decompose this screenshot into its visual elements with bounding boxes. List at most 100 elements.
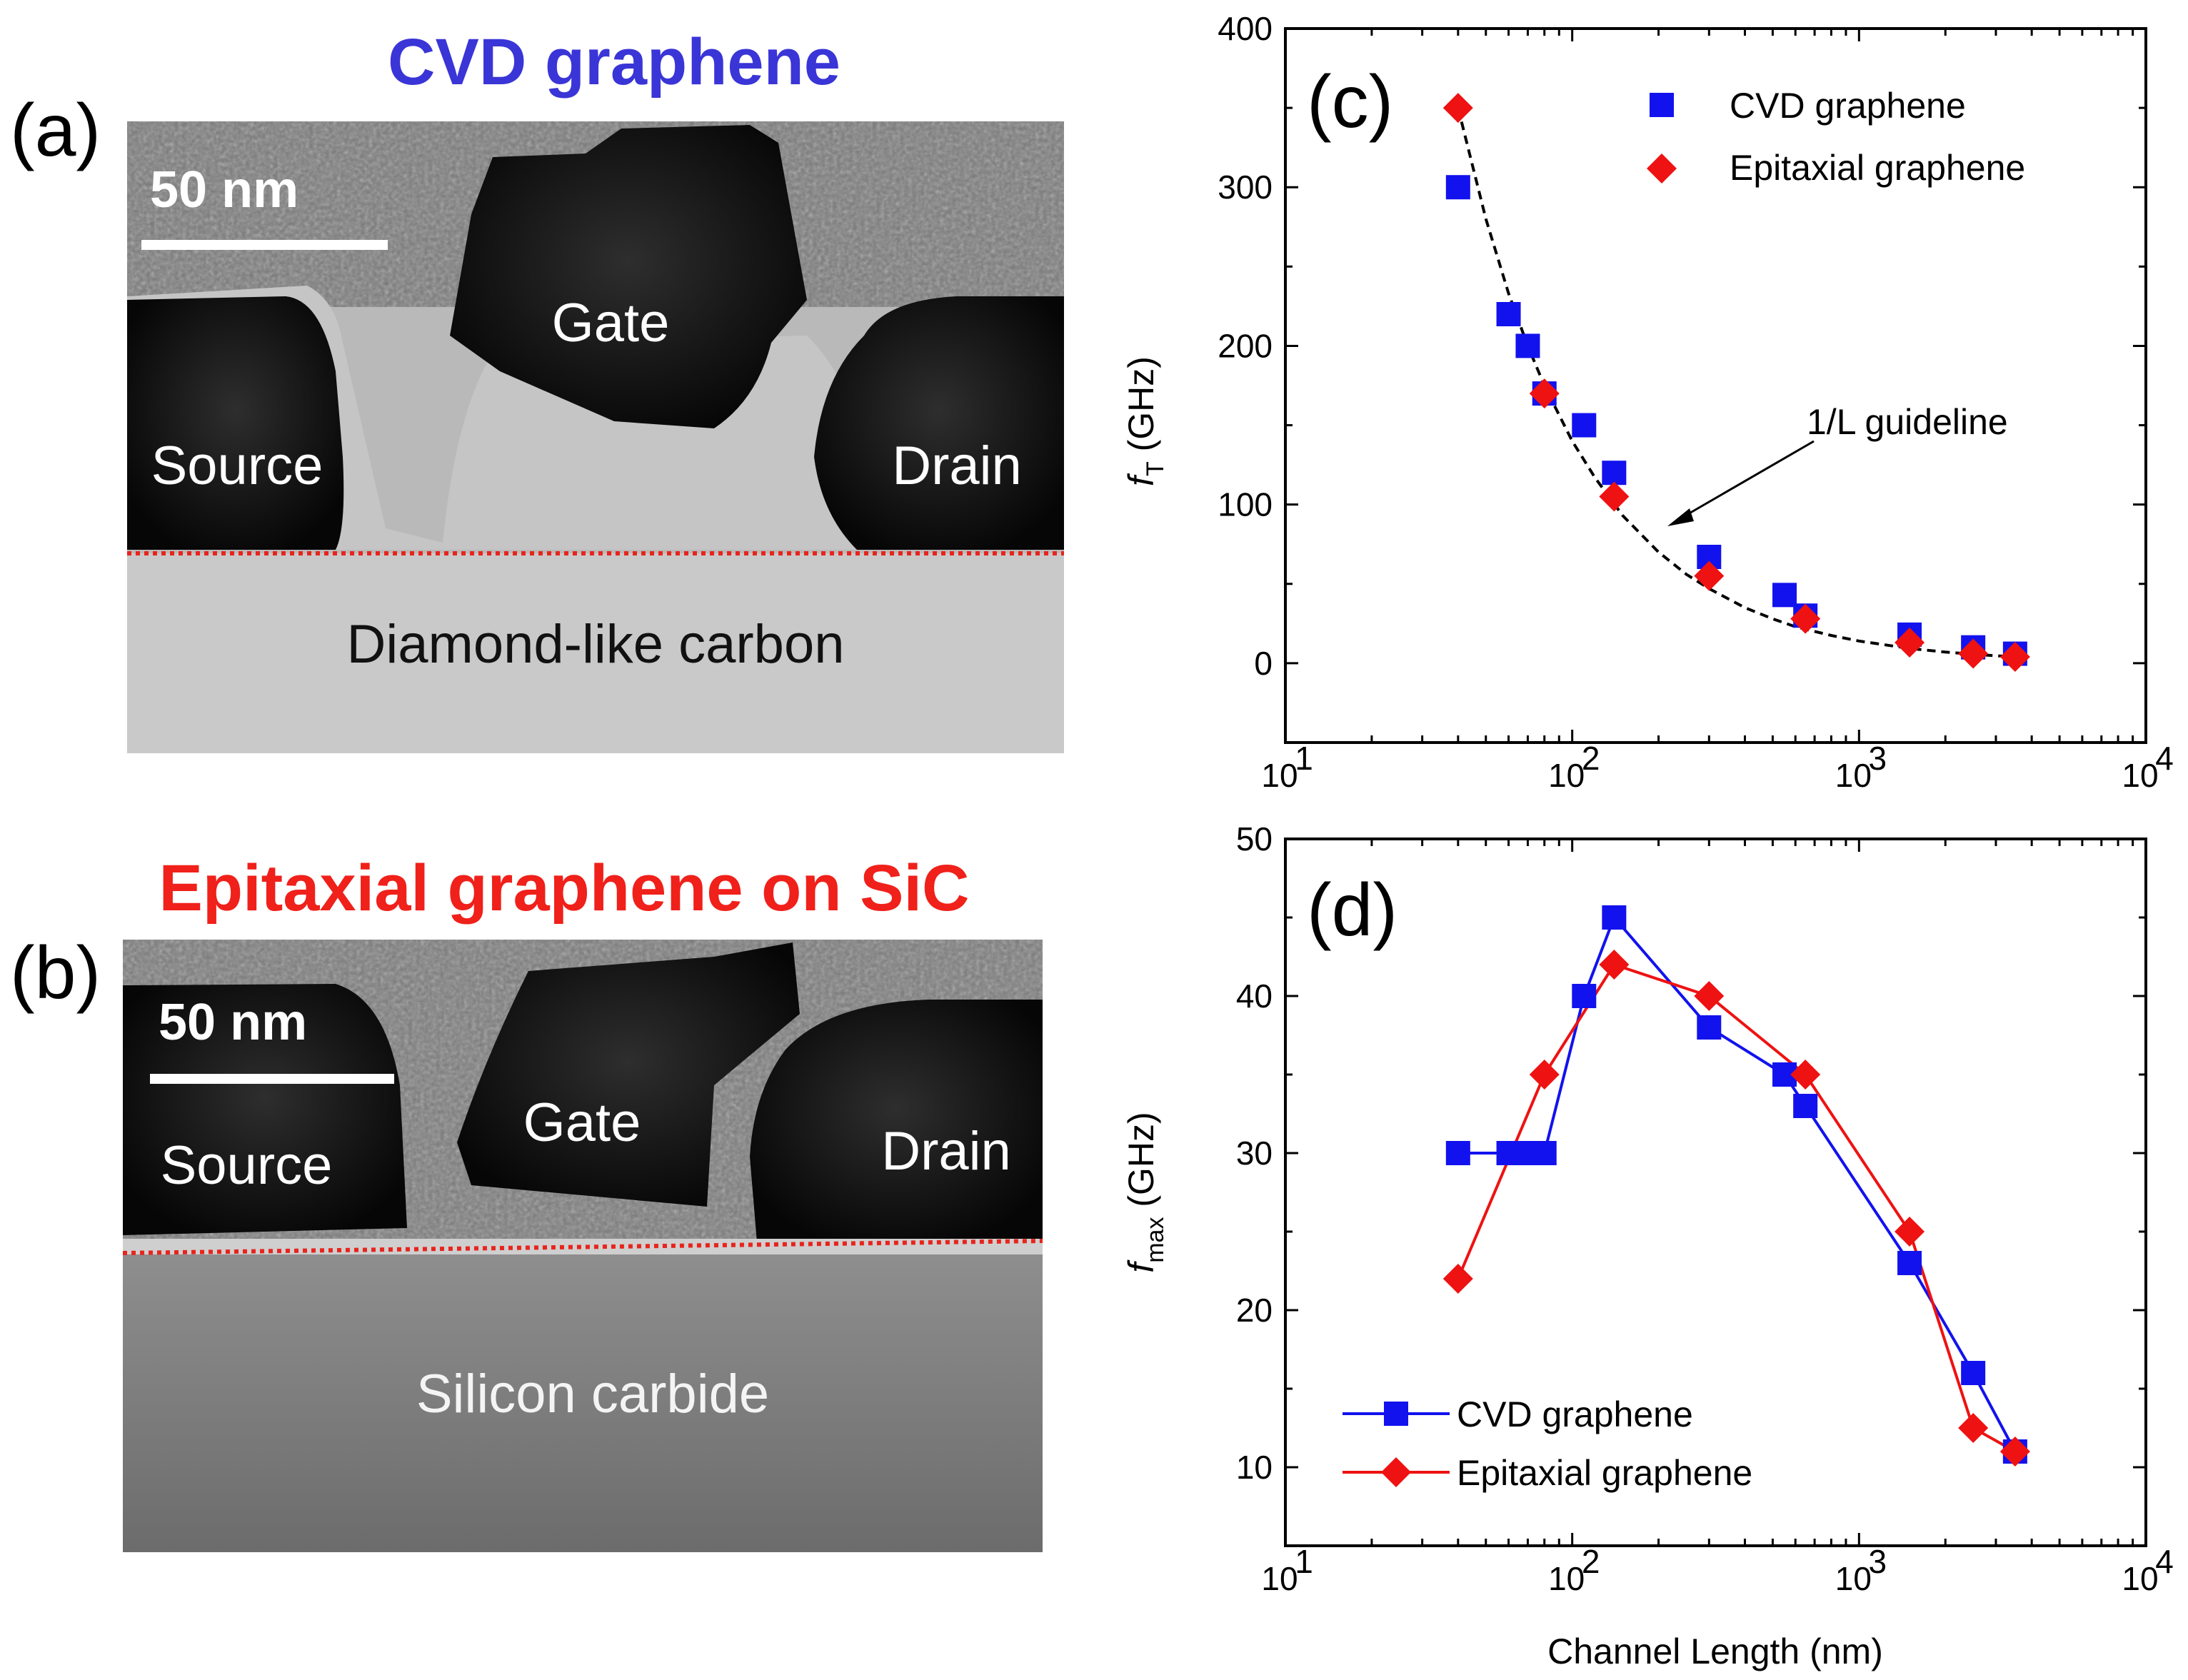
chart-d-point-cvd — [1897, 1251, 1922, 1275]
tem-b-drain-metal — [750, 1000, 1043, 1242]
chart-c-xtick-label: 10 — [1835, 757, 1872, 794]
legend-d-cvd-label: CVD graphene — [1457, 1394, 1693, 1434]
chart-d-point-cvd — [1697, 1015, 1722, 1040]
tem-a-scale-label: 50 nm — [150, 161, 298, 218]
chart-c-xtick-label: 10 — [1548, 757, 1585, 794]
panel-b: (b) Epitaxial graphene on SiC 50 nm Gate… — [10, 852, 1043, 1552]
chart-c-xtick-exponent: 3 — [1869, 740, 1887, 777]
panel-a-letter: (a) — [10, 89, 101, 172]
chart-c-point-cvd — [1572, 413, 1597, 438]
chart-c-annotation-text: 1/L guideline — [1807, 402, 2008, 442]
panel-b-title: Epitaxial graphene on SiC — [159, 852, 970, 925]
panel-a-title: CVD graphene — [388, 26, 840, 99]
chart-c-letter: (c) — [1307, 61, 1393, 144]
chart-c-point-epi — [1999, 642, 2030, 672]
tem-a-gate-metal — [450, 125, 807, 428]
tem-a-drain-metal — [814, 296, 1064, 550]
tem-b-scale-label: 50 nm — [159, 994, 307, 1051]
chart-d-xtick-exponent: 1 — [1295, 1543, 1313, 1580]
chart-d-point-epi — [1599, 950, 1630, 980]
chart-d-ytick-label: 40 — [1236, 977, 1273, 1015]
chart-d-point-cvd — [1602, 905, 1627, 930]
chart-c-point-cvd — [1496, 302, 1521, 326]
chart-c-marks — [1442, 93, 2030, 672]
chart-c-point-epi — [1790, 603, 1821, 634]
chart-d-line-cvd — [1457, 915, 2017, 1452]
chart-c-xtick-exponent: 1 — [1295, 740, 1313, 777]
chart-d-point-epi — [1694, 981, 1725, 1011]
chart-c-annotation-arrowhead — [1667, 508, 1694, 526]
chart-d-ylabel-sub: max — [1142, 1217, 1169, 1263]
chart-d-ytick-label: 30 — [1236, 1135, 1273, 1172]
legend-c-cvd-label: CVD graphene — [1730, 86, 1966, 126]
chart-d-letter: (d) — [1307, 869, 1397, 952]
legend-d-epi-label: Epitaxial graphene — [1457, 1453, 1752, 1493]
chart-d-point-epi — [1958, 1413, 1989, 1443]
tem-b-gate-label: Gate — [523, 1092, 641, 1153]
tem-b-gate-metal — [457, 942, 800, 1207]
chart-c-xtick-exponent: 4 — [2155, 740, 2174, 777]
tem-b-substrate-label: Silicon carbide — [416, 1364, 769, 1424]
tem-b-interface-line — [122, 1239, 1043, 1255]
chart-c-annotation: 1/L guideline — [1667, 402, 2008, 526]
chart-d-frame — [1284, 838, 2147, 1547]
chart-c-xtick-label: 10 — [2122, 757, 2158, 794]
chart-d-point-cvd — [1445, 1141, 1470, 1165]
legend-d-epi-marker — [1381, 1457, 1411, 1487]
panel-a: (a) CVD graphene 50 nm Gate Source Drain… — [10, 26, 1064, 753]
tem-a-substrate — [127, 553, 1064, 753]
chart-d-ytick-label: 10 — [1236, 1449, 1273, 1486]
chart-c-ytick-label: 300 — [1218, 168, 1273, 206]
panel-b-letter: (b) — [10, 932, 101, 1015]
chart-d-ylabel-unit: (GHz) — [1121, 1112, 1161, 1217]
legend-c-epi-marker — [1647, 154, 1677, 183]
chart-c-frame — [1284, 27, 2147, 744]
chart-c-ylabel: fT (GHz) — [1121, 356, 1169, 486]
chart-d-point-epi — [1999, 1437, 2030, 1467]
chart-d-point-epi — [1895, 1217, 1925, 1247]
chart-d-point-epi — [1790, 1060, 1821, 1090]
chart-c-annotation-arrow — [1677, 440, 1815, 521]
chart-d-legend: CVD graphene Epitaxial graphene — [1343, 1394, 1752, 1493]
tem-b-scale-bar — [150, 1074, 394, 1084]
chart-c-point-epi — [1529, 378, 1560, 409]
chart-c-point-cvd — [1772, 583, 1797, 608]
chart-c-point-cvd — [1515, 333, 1540, 358]
chart-d-xtick-label: 10 — [1261, 1560, 1298, 1597]
legend-c-cvd-marker — [1650, 93, 1674, 117]
chart-d-xtick-label: 10 — [1548, 1560, 1585, 1597]
chart-c-point-cvd — [1445, 175, 1470, 200]
chart-d-point-cvd — [1532, 1141, 1557, 1165]
tem-a-source-label: Source — [151, 436, 323, 496]
chart-d-ytick-label: 20 — [1236, 1292, 1273, 1329]
legend-c-epi-label: Epitaxial graphene — [1730, 148, 2025, 188]
chart-d-xtick-label: 10 — [2122, 1560, 2158, 1597]
tem-image-a: 50 nm Gate Source Drain Diamond-like car… — [127, 121, 1064, 753]
tem-image-b: 50 nm Gate Source Drain Silicon carbide — [122, 940, 1043, 1552]
chart-c-ylabel-unit: (GHz) — [1121, 356, 1161, 461]
chart-d-marks — [1442, 905, 2030, 1467]
chart-c-point-epi — [1958, 638, 1989, 669]
tem-b-substrate — [123, 1254, 1043, 1552]
chart-c-ytick-label: 400 — [1218, 10, 1273, 47]
chart-d-line-epi — [1456, 962, 2016, 1453]
chart-d-point-epi — [1442, 1264, 1473, 1294]
tem-a-source-metal — [127, 296, 344, 550]
chart-c-ylabel-sub: T — [1142, 461, 1169, 476]
chart-d-lines — [1456, 915, 2017, 1453]
chart-d-ylabel: fmax (GHz) — [1121, 1112, 1169, 1272]
chart-c-ytick-label: 200 — [1218, 327, 1273, 364]
tem-a-gate-label: Gate — [552, 293, 670, 353]
chart-c-xtick-label: 10 — [1261, 757, 1298, 794]
tem-b-drain-label: Drain — [881, 1121, 1011, 1182]
chart-c-legend: CVD graphene Epitaxial graphene — [1647, 86, 2025, 188]
chart-d-xtick-exponent: 4 — [2155, 1543, 2174, 1580]
chart-c-xtick-exponent: 2 — [1582, 740, 1600, 777]
chart-d-point-cvd — [1961, 1361, 1986, 1385]
chart-c-point-epi — [1599, 481, 1630, 512]
chart-d-xtick-exponent: 3 — [1869, 1543, 1887, 1580]
